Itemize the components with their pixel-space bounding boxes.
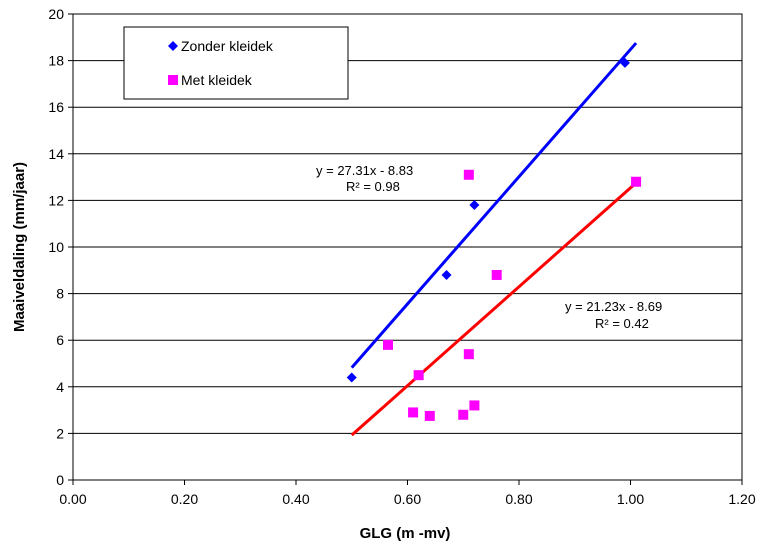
data-point-met-kleidek xyxy=(413,370,424,381)
data-point-met-kleidek xyxy=(463,169,474,180)
x-tick-label: 1.20 xyxy=(728,491,755,507)
y-tick-label: 2 xyxy=(56,425,64,441)
data-point-met-kleidek xyxy=(382,339,393,350)
y-tick-label: 6 xyxy=(56,332,64,348)
y-tick-label: 0 xyxy=(56,472,64,488)
y-axis-ticks: 0 2 4 6 8 10 12 14 16 18 20 xyxy=(48,6,73,488)
x-tick-label: 0.60 xyxy=(394,491,421,507)
x-tick-label: 0.20 xyxy=(171,491,198,507)
y-tick-label: 12 xyxy=(48,192,64,208)
trendline-equation-zonder: y = 27.31x - 8.83 xyxy=(316,163,413,178)
y-tick-label: 10 xyxy=(48,239,64,255)
legend-marker-diamond xyxy=(168,41,178,51)
x-axis-ticks: 0.00 0.20 0.40 0.60 0.80 1.00 1.20 xyxy=(59,480,756,507)
y-tick-label: 14 xyxy=(48,146,64,162)
trendline-zonder-kleidek xyxy=(350,42,638,369)
legend-box xyxy=(123,26,349,100)
data-point-zonder-kleidek xyxy=(469,200,480,211)
y-tick-label: 16 xyxy=(48,99,64,115)
data-point-zonder-kleidek xyxy=(441,269,452,280)
data-point-zonder-kleidek xyxy=(346,372,357,383)
legend-marker-square xyxy=(168,75,178,85)
x-tick-label: 0.00 xyxy=(59,491,86,507)
trendline-r2-met: R² = 0.42 xyxy=(595,316,649,331)
data-points xyxy=(346,57,642,421)
y-tick-label: 18 xyxy=(48,53,64,69)
x-tick-label: 0.40 xyxy=(282,491,309,507)
y-tick-label: 4 xyxy=(56,379,64,395)
x-tick-label: 1.00 xyxy=(617,491,644,507)
data-point-met-kleidek xyxy=(631,176,642,187)
trendlines xyxy=(350,42,638,437)
x-tick-label: 0.80 xyxy=(505,491,532,507)
data-point-met-kleidek xyxy=(469,400,480,411)
data-point-met-kleidek xyxy=(491,269,502,280)
data-point-met-kleidek xyxy=(424,410,435,421)
legend-label-met-kleidek: Met kleidek xyxy=(181,72,253,88)
y-tick-label: 8 xyxy=(56,286,64,302)
trendline-r2-zonder: R² = 0.98 xyxy=(346,179,400,194)
data-point-met-kleidek xyxy=(408,407,419,418)
legend-label-zonder-kleidek: Zonder kleidek xyxy=(181,38,274,54)
y-tick-label: 20 xyxy=(48,6,64,22)
legend: Zonder kleidek Met kleidek xyxy=(123,26,349,100)
x-axis-title: GLG (m -mv) xyxy=(360,525,451,542)
trendline-met-kleidek xyxy=(350,181,638,437)
data-point-met-kleidek xyxy=(458,409,469,420)
data-point-zonder-kleidek xyxy=(619,57,630,68)
data-point-met-kleidek xyxy=(463,349,474,360)
trendline-equation-met: y = 21.23x - 8.69 xyxy=(565,299,662,314)
y-axis-title: Maaiveldaling (mm/jaar) xyxy=(11,162,28,332)
